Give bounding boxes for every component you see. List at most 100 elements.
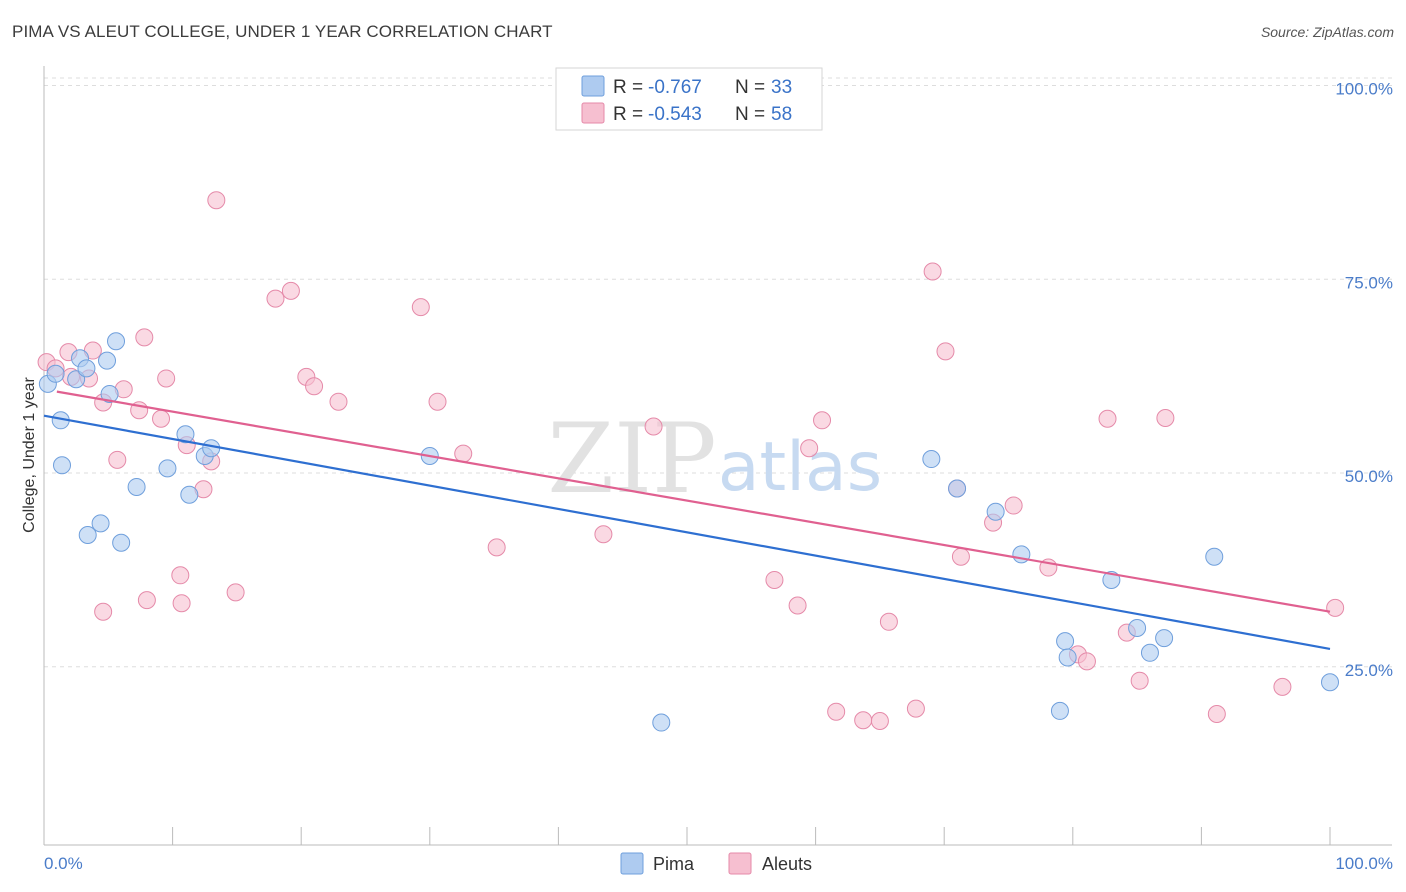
legend-pima-n-label: N = — [735, 77, 765, 98]
pima-point — [1128, 619, 1147, 637]
aleut-point — [171, 566, 190, 585]
aleut-point — [137, 591, 156, 610]
aleut-point — [1004, 496, 1023, 515]
pima-trend-line — [43, 414, 1331, 651]
aleut-point — [411, 298, 430, 317]
pima-point — [202, 439, 221, 458]
y-tick-labels: 25.0% 50.0% 75.0% 100.0% — [1335, 80, 1393, 680]
aleut-point — [765, 570, 784, 589]
aleut-point — [266, 289, 285, 308]
trend-lines — [43, 390, 1331, 651]
aleut-point — [281, 281, 300, 300]
aleut-point — [487, 538, 506, 557]
bottom-legend-pima-swatch — [620, 852, 644, 875]
aleut-point — [870, 712, 889, 730]
legend-aleut-r-label: R = — [613, 104, 643, 125]
x-tick-labels: 0.0% 100.0% — [44, 854, 1393, 873]
bottom-legend-aleut-label: Aleuts — [762, 854, 812, 874]
pima-point — [1205, 547, 1224, 566]
aleut-point — [936, 342, 955, 361]
pima-point — [78, 526, 97, 544]
source-credit: Source: ZipAtlas.com — [1260, 24, 1394, 40]
aleut-point — [1273, 677, 1292, 696]
pima-point — [1321, 673, 1339, 692]
aleut-point — [827, 702, 846, 721]
y-tick-label: 100.0% — [1335, 80, 1393, 99]
pima-point — [180, 485, 199, 504]
aleut-point — [788, 596, 807, 615]
x-tick-label: 100.0% — [1335, 854, 1393, 873]
aleut-point — [1156, 408, 1175, 427]
pima-points — [38, 332, 1339, 732]
aleut-point — [157, 369, 176, 388]
aleut-point — [152, 409, 171, 428]
legend-aleut-r-value: -0.543 — [648, 104, 702, 125]
pima-point — [1155, 629, 1174, 648]
bottom-legend-aleut-swatch — [728, 852, 752, 875]
aleut-point — [951, 547, 970, 566]
y-tick-label: 25.0% — [1345, 661, 1393, 680]
pima-point — [98, 351, 117, 370]
aleut-point — [644, 417, 663, 436]
pima-point — [652, 713, 671, 732]
pima-point — [77, 359, 96, 378]
aleut-point — [454, 444, 473, 463]
aleut-point — [854, 711, 873, 730]
correlation-legend: R = -0.767 N = 33 R = -0.543 N = 58 — [555, 67, 823, 131]
aleut-point — [594, 525, 613, 544]
pima-point — [91, 514, 110, 533]
pima-point — [986, 502, 1005, 521]
aleut-point — [906, 699, 925, 718]
aleut-point — [329, 392, 348, 411]
aleut-point — [305, 377, 324, 396]
grid — [44, 77, 1392, 668]
pima-point — [1050, 701, 1069, 720]
y-tick-label: 75.0% — [1345, 273, 1393, 292]
watermark: ZIP atlas — [547, 403, 882, 515]
aleut-point — [108, 450, 127, 469]
pima-point — [922, 450, 941, 469]
pima-point — [1058, 648, 1077, 667]
pima-point — [1056, 632, 1075, 651]
legend-pima-r-label: R = — [613, 77, 643, 98]
watermark-atlas: atlas — [718, 428, 882, 507]
pima-point — [1140, 643, 1159, 662]
pima-point — [46, 364, 65, 383]
bottom-legend-pima-label: Pima — [653, 854, 695, 874]
legend-aleut-swatch — [581, 102, 605, 124]
pima-point — [948, 479, 967, 498]
aleut-point — [1077, 652, 1096, 671]
aleut-point — [879, 612, 898, 631]
pima-point — [107, 332, 126, 351]
aleut-point — [135, 328, 154, 347]
y-axis-label: College, Under 1 year — [21, 377, 38, 533]
legend-pima-r-value: -0.767 — [648, 77, 702, 98]
x-tick-label: 0.0% — [44, 854, 83, 873]
aleut-point — [1098, 409, 1117, 428]
legend-aleut-n-value: 58 — [771, 104, 792, 125]
aleut-point — [1130, 671, 1149, 690]
aleut-point — [800, 439, 819, 458]
aleut-point — [94, 602, 113, 621]
series-legend: Pima Aleuts — [620, 852, 812, 875]
pima-point — [100, 384, 119, 403]
axes — [43, 66, 1392, 846]
chart-title: PIMA VS ALEUT COLLEGE, UNDER 1 YEAR CORR… — [12, 22, 553, 41]
legend-pima-n-value: 33 — [771, 77, 792, 98]
aleut-point — [226, 583, 245, 602]
aleut-point — [923, 262, 942, 281]
aleut-point — [1326, 598, 1345, 617]
pima-point — [158, 459, 177, 478]
y-tick-label: 50.0% — [1345, 467, 1393, 486]
aleut-point — [813, 411, 832, 430]
pima-point — [127, 477, 146, 496]
aleut-point — [172, 594, 191, 613]
aleut-trend-line — [56, 390, 1331, 613]
pima-point — [176, 425, 195, 444]
legend-pima-swatch — [581, 75, 605, 97]
pima-point — [53, 456, 72, 475]
watermark-zip: ZIP — [547, 403, 716, 515]
legend-aleut-n-label: N = — [735, 104, 765, 125]
aleut-point — [207, 191, 226, 210]
